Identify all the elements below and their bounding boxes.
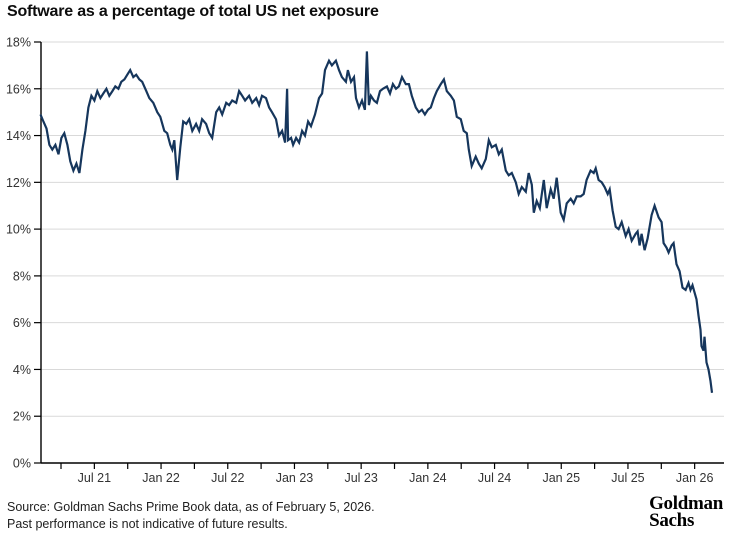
y-axis-label: 16% — [6, 82, 31, 96]
y-axis-label: 8% — [13, 269, 31, 283]
y-axis-label: 10% — [6, 223, 31, 237]
x-axis-label: Jul 23 — [344, 471, 377, 485]
y-axis-label: 6% — [13, 316, 31, 330]
logo-line: Goldman — [649, 493, 723, 514]
x-axis-label: Jan 24 — [409, 471, 447, 485]
x-axis-label: Jan 25 — [542, 471, 580, 485]
x-axis-label: Jan 22 — [142, 471, 180, 485]
x-axis-label: Jan 23 — [276, 471, 314, 485]
y-axis-label: 2% — [13, 410, 31, 424]
y-axis-label: 0% — [13, 457, 31, 471]
disclaimer-line: Past performance is not indicative of fu… — [7, 516, 288, 531]
y-axis-label: 18% — [6, 36, 31, 50]
exposure-line — [39, 51, 714, 393]
y-axis-label: 4% — [13, 363, 31, 377]
goldman-sachs-logo: Goldman Sachs — [649, 493, 723, 532]
x-axis-label: Jul 21 — [78, 471, 111, 485]
x-axis-label: Jul 22 — [211, 471, 244, 485]
x-axis-label: Jul 24 — [478, 471, 511, 485]
x-axis-label: Jan 26 — [676, 471, 714, 485]
y-axis-label: 14% — [6, 129, 31, 143]
logo-line: Sachs — [649, 510, 695, 532]
source-line: Source: Goldman Sachs Prime Book data, a… — [7, 500, 375, 514]
x-axis-label: Jul 25 — [611, 471, 644, 485]
source-note: Source: Goldman Sachs Prime Book data, a… — [7, 499, 375, 532]
chart-title: Software as a percentage of total US net… — [7, 3, 379, 20]
y-axis-label: 12% — [6, 176, 31, 190]
